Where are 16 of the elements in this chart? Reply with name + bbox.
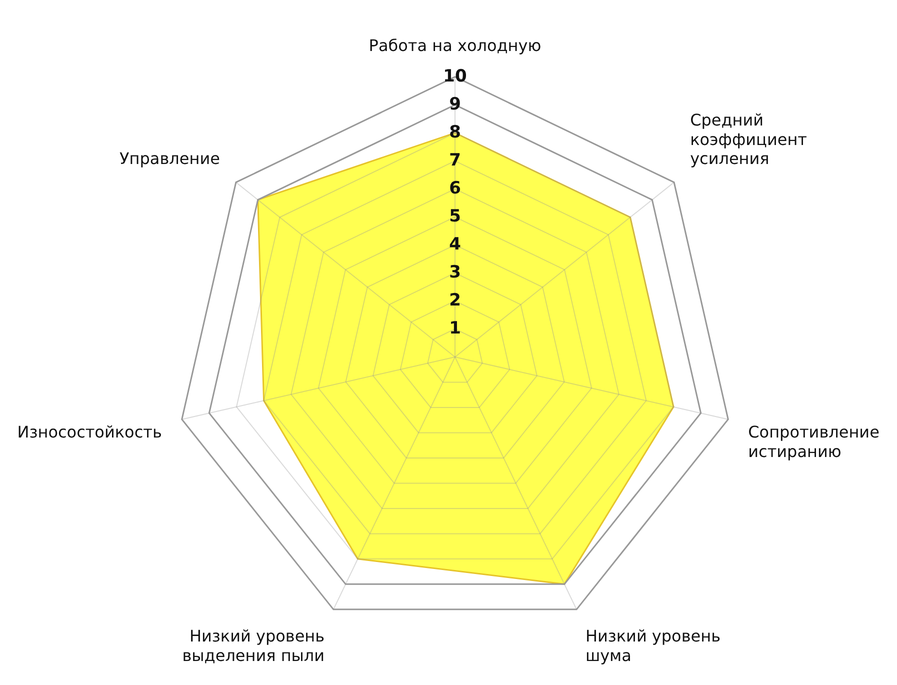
spoke-label: Низкий уровень шума [585,626,721,665]
y-tick-label: 7 [449,150,461,170]
spoke-label: Износостойкость [17,422,162,442]
y-tick-label: 10 [443,66,467,86]
y-tick-label: 6 [449,178,461,198]
spoke-label: Средний коэффициент усиления [690,110,807,168]
spoke-label: Работа на холодную [368,36,542,55]
spoke-label: Сопротивление истиранию [748,422,880,461]
y-tick-label: 1 [449,318,461,338]
y-tick-label: 3 [449,262,461,282]
y-tick-label: 4 [449,234,462,254]
spoke-label: Управление [120,149,220,168]
y-tick-label: 5 [449,206,461,226]
spoke-label: Низкий уровень выделения пыли [182,626,325,665]
y-tick-label: 9 [449,94,461,114]
y-tick-label: 2 [449,290,461,310]
